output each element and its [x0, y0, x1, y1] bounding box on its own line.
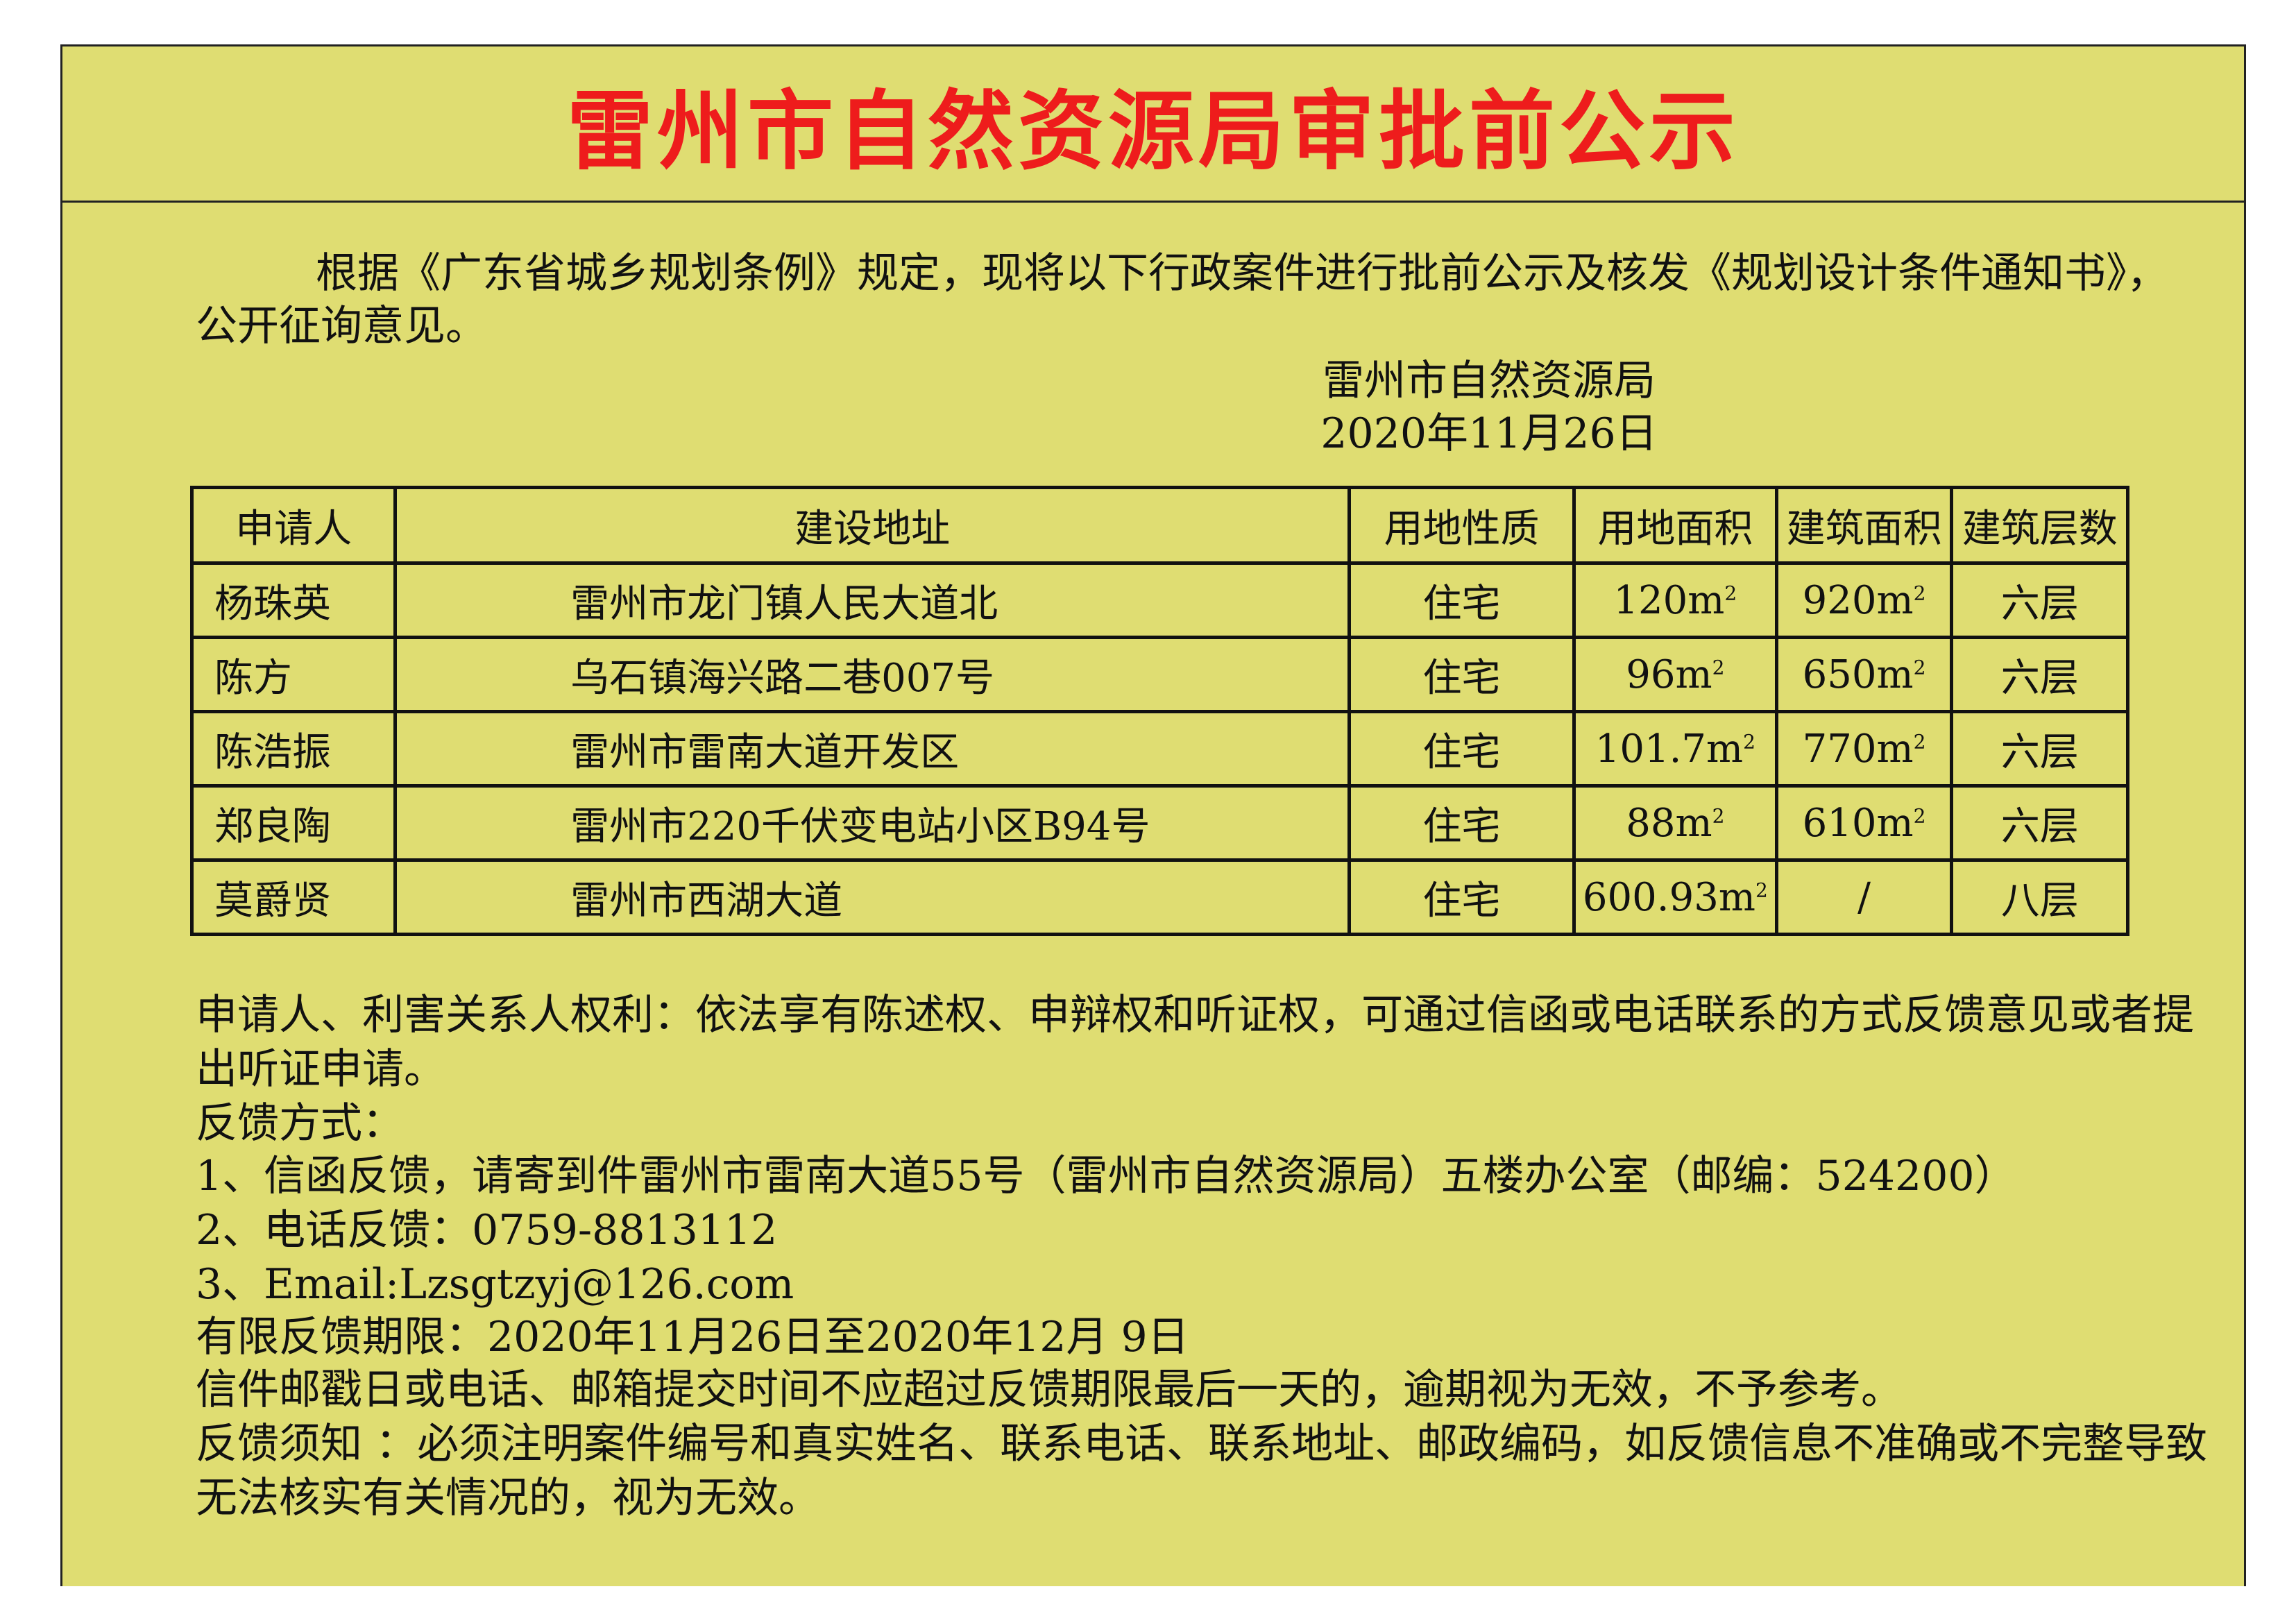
- table-row: 郑良陶 雷州市220千伏变电站小区B94号 住宅 88m2 610m2 六层: [189, 784, 2129, 862]
- building-area-cell-text: 610m: [1802, 800, 1914, 846]
- issue-date: 2020年11月26日: [1320, 409, 1658, 458]
- squared-superscript: 2: [1712, 655, 1725, 679]
- land-area-cell: 88m2: [1572, 784, 1778, 862]
- header-applicant: 申请人: [189, 486, 398, 565]
- squared-superscript: 2: [1913, 655, 1926, 679]
- land-use-cell-text: 住宅: [1422, 804, 1501, 849]
- applicant-cell-text: 莫爵贤: [214, 878, 331, 924]
- building-area-cell: 770m2: [1774, 710, 1954, 788]
- floors-cell-text: 六层: [2000, 729, 2079, 775]
- land-area-cell-text: 96m: [1626, 652, 1712, 697]
- floors-cell: 八层: [1950, 858, 2129, 936]
- applicant-cell-text: 杨珠英: [214, 581, 331, 627]
- applicant-cell: 郑良陶: [189, 784, 398, 862]
- notes-line: 3、Email:Lzsgtzyj@126.com: [196, 1260, 794, 1309]
- land-area-cell: 600.93m2: [1572, 858, 1778, 936]
- building-area-cell: 920m2: [1774, 561, 1954, 639]
- building-area-cell: /: [1774, 858, 1954, 936]
- squared-superscript: 2: [1724, 581, 1737, 604]
- land-use-cell-text: 住宅: [1422, 655, 1501, 701]
- address-cell: 雷州市220千伏变电站小区B94号: [393, 784, 1352, 862]
- floors-cell-text: 八层: [2000, 878, 2079, 924]
- floors-cell: 六层: [1950, 784, 2129, 862]
- land-use-cell: 住宅: [1347, 858, 1576, 936]
- header-land-use: 用地性质: [1347, 486, 1576, 565]
- address-cell-text: 雷州市220千伏变电站小区B94号: [570, 804, 1150, 849]
- notes-line: 2、电话反馈：0759-8813112: [196, 1206, 778, 1255]
- floors-cell-text: 六层: [2000, 655, 2079, 701]
- notes-line: 有限反馈期限：2020年11月26日至2020年12月 9日: [196, 1313, 1189, 1361]
- building-area-cell: 650m2: [1774, 636, 1954, 713]
- land-use-cell: 住宅: [1347, 636, 1576, 713]
- squared-superscript: 2: [1913, 804, 1926, 827]
- squared-superscript: 2: [1712, 804, 1725, 827]
- applicant-cell: 陈方: [189, 636, 398, 713]
- notes-line: 反馈方式：: [196, 1099, 404, 1148]
- header-building-area: 建筑面积: [1774, 486, 1954, 565]
- intro-line-2: 公开征询意见。: [196, 302, 487, 350]
- header-address: 建设地址: [393, 486, 1352, 565]
- table-row: 莫爵贤 雷州市西湖大道 住宅 600.93m2 / 八层: [189, 858, 2129, 936]
- land-use-cell: 住宅: [1347, 710, 1576, 788]
- squared-superscript: 2: [1743, 729, 1755, 753]
- land-use-cell-text: 住宅: [1422, 878, 1501, 924]
- land-area-cell: 96m2: [1572, 636, 1778, 713]
- address-cell: 雷州市龙门镇人民大道北: [393, 561, 1352, 639]
- notes-line: 无法核实有关情况的，视为无效。: [196, 1474, 820, 1522]
- table-row: 杨珠英 雷州市龙门镇人民大道北 住宅 120m2 920m2 六层: [189, 561, 2129, 639]
- squared-superscript: 2: [1913, 581, 1926, 604]
- table-row: 陈浩振 雷州市雷南大道开发区 住宅 101.7m2 770m2 六层: [189, 710, 2129, 788]
- applicant-cell-text: 郑良陶: [214, 804, 331, 849]
- building-area-cell: 610m2: [1774, 784, 1954, 862]
- title-band: 雷州市自然资源局审批前公示: [62, 46, 2244, 203]
- floors-cell-text: 六层: [2000, 581, 2079, 627]
- land-area-cell-text: 88m: [1626, 800, 1712, 846]
- address-cell: 雷州市西湖大道: [393, 858, 1352, 936]
- applicant-cell-text: 陈浩振: [214, 729, 331, 775]
- floors-cell: 六层: [1950, 710, 2129, 788]
- header-floors: 建筑层数: [1950, 486, 2129, 565]
- land-area-cell: 120m2: [1572, 561, 1778, 639]
- land-use-cell: 住宅: [1347, 784, 1576, 862]
- applicant-cell-text: 陈方: [214, 655, 292, 701]
- building-area-cell-text: 920m: [1802, 577, 1914, 623]
- issuer: 雷州市自然资源局: [1323, 357, 1656, 405]
- notes-line: 信件邮戳日或电话、邮箱提交时间不应超过反馈期限最后一天的，逾期视为无效，不予参考…: [196, 1366, 1903, 1414]
- applicant-cell: 杨珠英: [189, 561, 398, 639]
- land-area-cell-text: 101.7m: [1595, 726, 1744, 772]
- address-cell-text: 雷州市雷南大道开发区: [570, 729, 960, 775]
- address-cell-text: 雷州市龙门镇人民大道北: [570, 581, 998, 627]
- header-land-area: 用地面积: [1572, 486, 1778, 565]
- land-area-cell: 101.7m2: [1572, 710, 1778, 788]
- case-table: 申请人 建设地址 用地性质 用地面积 建筑面积 建筑层数 杨珠英 雷州市龙门镇人民…: [189, 486, 2129, 936]
- building-area-cell-text: /: [1857, 874, 1871, 920]
- address-cell: 雷州市雷南大道开发区: [393, 710, 1352, 788]
- floors-cell-text: 六层: [2000, 804, 2079, 849]
- land-area-cell-text: 120m: [1613, 577, 1725, 623]
- table-row: 陈方 乌石镇海兴路二巷007号 住宅 96m2 650m2 六层: [189, 636, 2129, 713]
- applicant-cell: 陈浩振: [189, 710, 398, 788]
- address-cell: 乌石镇海兴路二巷007号: [393, 636, 1352, 713]
- applicant-cell: 莫爵贤: [189, 858, 398, 936]
- building-area-cell-text: 650m: [1802, 652, 1914, 697]
- building-area-cell-text: 770m: [1802, 726, 1914, 772]
- notes-line: 1、信函反馈，请寄到件雷州市雷南大道55号（雷州市自然资源局）五楼办公室（邮编：…: [196, 1152, 2016, 1200]
- land-use-cell: 住宅: [1347, 561, 1576, 639]
- squared-superscript: 2: [1755, 878, 1768, 901]
- address-cell-text: 乌石镇海兴路二巷007号: [570, 655, 995, 701]
- floors-cell: 六层: [1950, 561, 2129, 639]
- land-area-cell-text: 600.93m: [1582, 874, 1755, 920]
- floors-cell: 六层: [1950, 636, 2129, 713]
- page-title: 雷州市自然资源局审批前公示: [566, 82, 1740, 182]
- notes-line: 申请人、利害关系人权利：依法享有陈述权、申辩权和听证权，可通过信函或电话联系的方…: [196, 991, 2194, 1039]
- intro-line-1: 根据《广东省城乡规划条例》规定，现将以下行政案件进行批前公示及核发《规划设计条件…: [316, 249, 2168, 298]
- land-use-cell-text: 住宅: [1422, 581, 1501, 627]
- table-header-row: 申请人 建设地址 用地性质 用地面积 建筑面积 建筑层数: [189, 486, 2129, 565]
- squared-superscript: 2: [1913, 729, 1926, 753]
- address-cell-text: 雷州市西湖大道: [570, 878, 843, 924]
- notes-line: 反馈须知 ：必须注明案件编号和真实姓名、联系电话、联系地址、邮政编码，如反馈信息…: [196, 1420, 2208, 1468]
- land-use-cell-text: 住宅: [1422, 729, 1501, 775]
- notes-line: 出听证申请。: [196, 1045, 445, 1094]
